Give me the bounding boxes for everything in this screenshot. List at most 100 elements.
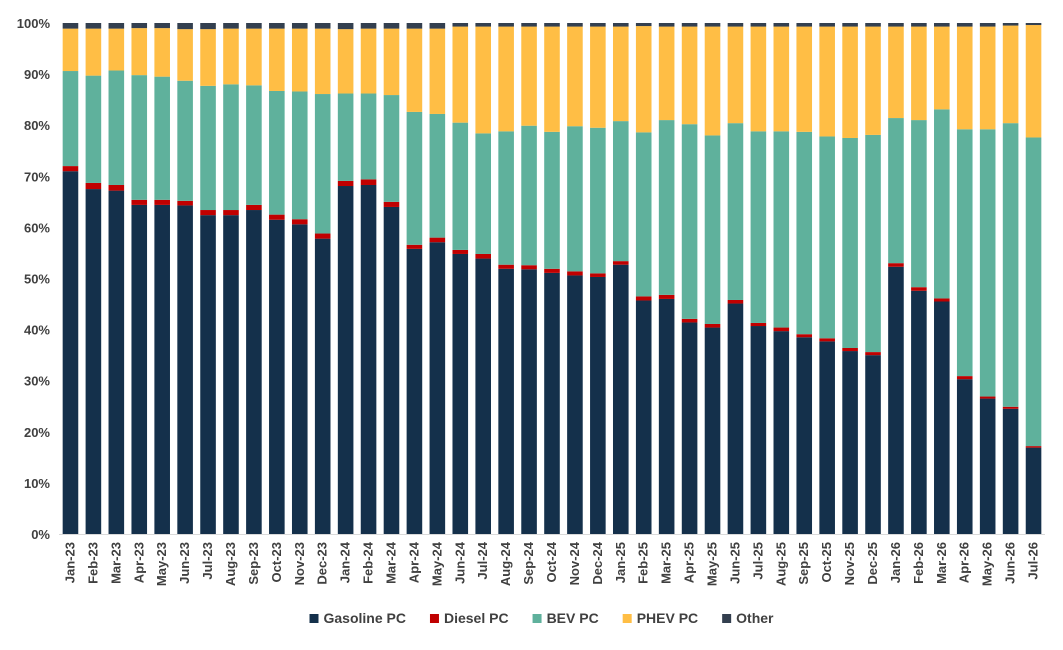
bar-segment xyxy=(727,23,744,27)
bar-segment xyxy=(360,179,377,185)
bar-segment xyxy=(796,334,813,338)
bar-segment xyxy=(452,249,469,254)
bar-segment xyxy=(383,201,400,207)
bar-segment xyxy=(521,269,537,534)
bar-segment xyxy=(62,71,79,167)
bar-segment xyxy=(681,318,698,323)
x-tick-label: Jul-25 xyxy=(750,542,765,580)
bar-segment xyxy=(796,131,813,335)
bar-segment xyxy=(337,29,354,94)
x-tick-label: Jan-23 xyxy=(62,542,77,583)
bar-segment xyxy=(360,28,377,94)
y-tick-label: 20% xyxy=(24,425,50,440)
bar-segment xyxy=(131,75,148,200)
legend-swatch xyxy=(429,614,439,623)
bar-segment xyxy=(269,90,285,215)
bar-segment xyxy=(911,290,927,534)
bar-segment xyxy=(223,28,239,85)
bar-segment xyxy=(498,26,514,132)
y-tick-label: 70% xyxy=(24,169,50,184)
bar-segment xyxy=(544,23,560,27)
bar-segment xyxy=(452,26,469,123)
bar-segment xyxy=(108,28,125,71)
bar-segment xyxy=(521,265,537,270)
x-tick-label: Mar-26 xyxy=(934,542,949,584)
bar-segment xyxy=(337,180,354,187)
legend-swatch xyxy=(309,614,319,623)
bar-segment xyxy=(590,276,606,534)
bar-segment xyxy=(819,338,835,342)
bar-segment xyxy=(842,137,858,348)
bar-segment xyxy=(223,84,239,211)
bar-segment xyxy=(727,303,744,534)
legend-swatch xyxy=(532,614,542,623)
x-tick-label: Apr-24 xyxy=(406,541,421,583)
bar-segment xyxy=(269,219,285,535)
bar-segment xyxy=(154,28,170,77)
bar-segment xyxy=(796,26,813,132)
x-tick-label: Dec-25 xyxy=(865,542,880,585)
bar-segment xyxy=(200,23,216,30)
x-tick-label: Oct-23 xyxy=(269,542,284,582)
legend-item: Gasoline PC xyxy=(309,610,406,626)
bar-segment xyxy=(62,23,79,29)
bar-segment xyxy=(865,352,881,356)
bar-segment xyxy=(704,323,721,328)
bar-segment xyxy=(429,113,446,238)
bar-segment xyxy=(612,121,629,262)
bar-segment xyxy=(452,23,469,27)
bar-segment xyxy=(934,26,950,110)
bar-segment xyxy=(590,127,606,274)
bar-segment xyxy=(750,23,767,27)
bar-segment xyxy=(773,23,790,27)
bar-segment xyxy=(337,23,354,30)
bar-segment xyxy=(85,182,102,190)
bar-segment xyxy=(498,131,514,265)
bar-segment xyxy=(842,23,858,27)
bar-segment xyxy=(635,132,652,297)
bar-segment xyxy=(108,190,125,535)
legend-item: Diesel PC xyxy=(429,610,509,626)
bar-segment xyxy=(658,23,675,27)
bar-segment xyxy=(1002,23,1019,26)
x-tick-label: Nov-23 xyxy=(292,542,307,585)
bar-segment xyxy=(429,237,446,243)
bar-segment xyxy=(246,204,262,211)
bar-segment xyxy=(429,23,446,29)
bar-segment xyxy=(612,264,629,534)
x-tick-label: Apr-26 xyxy=(957,542,972,583)
bar-segment xyxy=(865,355,881,534)
bar-segment xyxy=(360,93,377,180)
bar-segment xyxy=(62,28,79,72)
bar-segment xyxy=(383,95,400,202)
bar-segment xyxy=(177,23,193,30)
bar-segment xyxy=(590,273,606,277)
legend-label: PHEV PC xyxy=(637,610,698,626)
bar-segment xyxy=(246,210,262,534)
bar-segment xyxy=(956,26,973,130)
bar-segment xyxy=(911,120,927,288)
x-tick-label: May-24 xyxy=(429,541,444,586)
bar-segment xyxy=(452,122,469,250)
bar-segment xyxy=(429,242,446,534)
bar-segment xyxy=(269,214,285,220)
y-tick-label: 60% xyxy=(24,220,50,235)
x-tick-label: Jun-25 xyxy=(727,542,742,584)
x-tick-label: Jan-25 xyxy=(613,542,628,583)
bar-segment xyxy=(246,23,262,29)
legend-swatch xyxy=(622,614,632,623)
bar-segment xyxy=(842,26,858,138)
bar-segment xyxy=(567,126,583,272)
bar-segment xyxy=(177,200,193,206)
bar-segment xyxy=(269,23,285,29)
bar-segment xyxy=(658,120,675,295)
x-tick-label: Sep-24 xyxy=(521,541,536,584)
bar-segment xyxy=(865,26,881,135)
bar-segment xyxy=(1025,137,1042,447)
bar-segment xyxy=(475,23,491,27)
bar-segment xyxy=(85,75,102,183)
bar-segment xyxy=(521,23,537,27)
x-tick-label: Jul-23 xyxy=(200,542,215,580)
x-tick-label: Dec-24 xyxy=(590,541,605,584)
